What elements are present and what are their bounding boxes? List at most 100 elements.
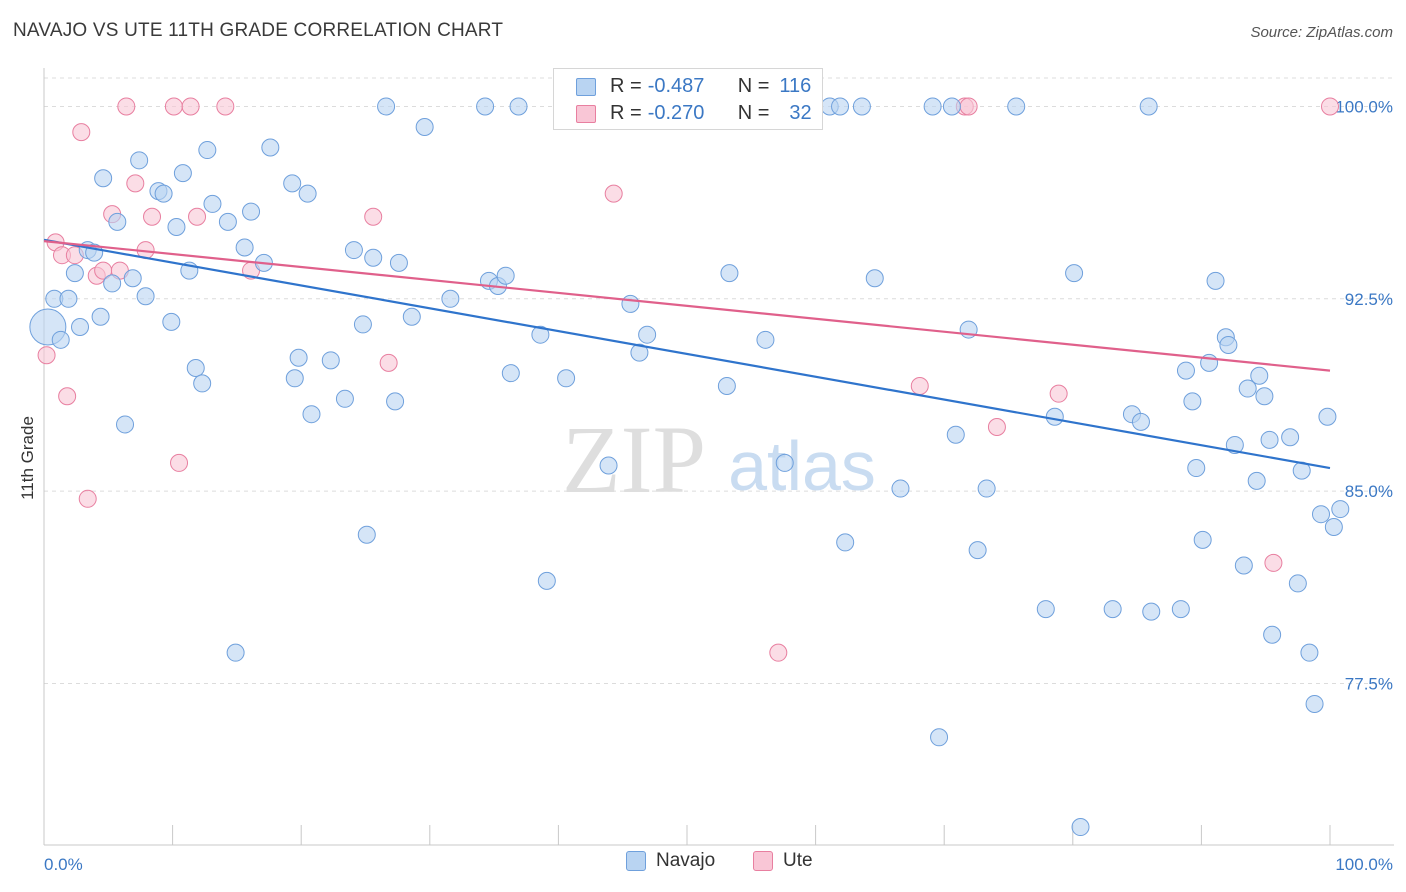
navajo-point (638, 325, 657, 344)
navajo-point (218, 212, 237, 231)
ute-points (37, 97, 1339, 662)
navajo-point (836, 533, 855, 552)
ute-point (143, 207, 162, 226)
navajo-point (1225, 435, 1244, 454)
navajo-point (775, 453, 794, 472)
navajo-point (91, 307, 110, 326)
navajo-point (1045, 407, 1064, 426)
ute-point (987, 418, 1006, 437)
ute-point (1321, 97, 1339, 116)
navajo-point (1131, 412, 1150, 431)
navajo-point (65, 264, 84, 283)
chart-legend: Navajo Ute (0, 850, 1406, 880)
ute-point (910, 376, 929, 395)
navajo-point (123, 269, 142, 288)
navajo-point (720, 264, 739, 283)
ute-point (58, 387, 77, 406)
navajo-point (1071, 818, 1090, 837)
navajo-point (1007, 97, 1026, 116)
navajo-point (261, 138, 280, 157)
ute-point (78, 489, 97, 508)
legend-item-navajo[interactable]: Navajo (626, 850, 715, 872)
navajo-point (289, 348, 308, 367)
navajo-point (621, 294, 640, 313)
navajo-point (930, 728, 949, 747)
navajo-point (193, 374, 212, 393)
navajo-point (891, 479, 910, 498)
navajo-point (335, 389, 354, 408)
navajo-point (130, 151, 149, 170)
navajo-point (977, 479, 996, 498)
navajo-point (364, 248, 383, 267)
navajo-point (717, 376, 736, 395)
ute-point (769, 643, 788, 662)
source-label: Source: ZipAtlas.com (1250, 24, 1393, 41)
navajo-point (94, 169, 113, 188)
navajo-point (509, 97, 528, 116)
navajo-point (302, 405, 321, 424)
ute-point (37, 346, 56, 365)
ute-point (170, 453, 189, 472)
x-tick-label: 100.0% (1335, 855, 1393, 874)
navajo-point (1238, 379, 1257, 398)
legend-label-ute: Ute (783, 850, 813, 871)
navajo-point (1324, 518, 1343, 537)
ute-point (181, 97, 200, 116)
r-value: -0.270 (647, 102, 705, 124)
x-tick-label: 0.0% (44, 855, 83, 874)
navajo-point (1281, 428, 1300, 447)
navajo-point (599, 456, 618, 475)
navajo-point (1311, 505, 1330, 524)
navajo-point (942, 97, 961, 116)
navajo-point (537, 571, 556, 590)
navajo-swatch (576, 77, 596, 96)
navajo-point (756, 330, 775, 349)
stats-box: R = -0.487 N = 116 R = -0.270 N = 32 (553, 68, 823, 130)
y-axis-label: 11th Grade (18, 416, 37, 500)
navajo-point (321, 351, 340, 370)
navajo-point (285, 369, 304, 388)
ute-swatch (576, 104, 596, 123)
y-tick-label: 100.0% (1335, 97, 1393, 116)
trend-lines (43, 238, 1331, 470)
navajo-points (29, 97, 1350, 837)
ute-point (188, 207, 207, 226)
legend-item-ute[interactable]: Ute (753, 850, 813, 872)
ute-legend-swatch (753, 851, 773, 871)
ute-trend-line (43, 239, 1331, 372)
legend-label-navajo: Navajo (656, 850, 716, 871)
navajo-point (1103, 600, 1122, 619)
chart-title: NAVAJO VS UTE 11TH GRADE CORRELATION CHA… (13, 20, 504, 41)
navajo-point (357, 525, 376, 544)
r-value: -0.487 (647, 75, 705, 97)
navajo-point (1176, 361, 1195, 380)
navajo-point (116, 415, 135, 434)
x-tick-labels: 0.0% 100.0% (44, 855, 1393, 874)
navajo-point (1187, 459, 1206, 478)
n-label: N = (737, 75, 770, 97)
navajo-point (968, 541, 987, 560)
navajo-point (173, 164, 192, 183)
navajo-point (226, 643, 245, 662)
navajo-point (1219, 335, 1238, 354)
stats-row-navajo: R = -0.487 N = 116 (576, 75, 811, 98)
navajo-point (1206, 271, 1225, 290)
navajo-point (283, 174, 302, 193)
y-tick-label: 77.5% (1345, 674, 1393, 693)
navajo-point (386, 392, 405, 411)
navajo-point (1288, 574, 1307, 593)
navajo-point (51, 330, 70, 349)
navajo-point (389, 253, 408, 272)
watermark: ZIP atlas (562, 406, 876, 513)
navajo-point (377, 97, 396, 116)
navajo-point (186, 359, 205, 378)
navajo-point (1331, 500, 1350, 519)
watermark-atlas: atlas (728, 427, 876, 505)
navajo-point (1247, 471, 1266, 490)
stats-row-ute: R = -0.270 N = 32 (576, 102, 812, 125)
navajo-point (71, 318, 90, 336)
y-tick-label: 92.5% (1345, 290, 1393, 309)
ute-point (216, 97, 235, 116)
navajo-legend-swatch (626, 851, 646, 871)
ute-point (117, 97, 136, 116)
